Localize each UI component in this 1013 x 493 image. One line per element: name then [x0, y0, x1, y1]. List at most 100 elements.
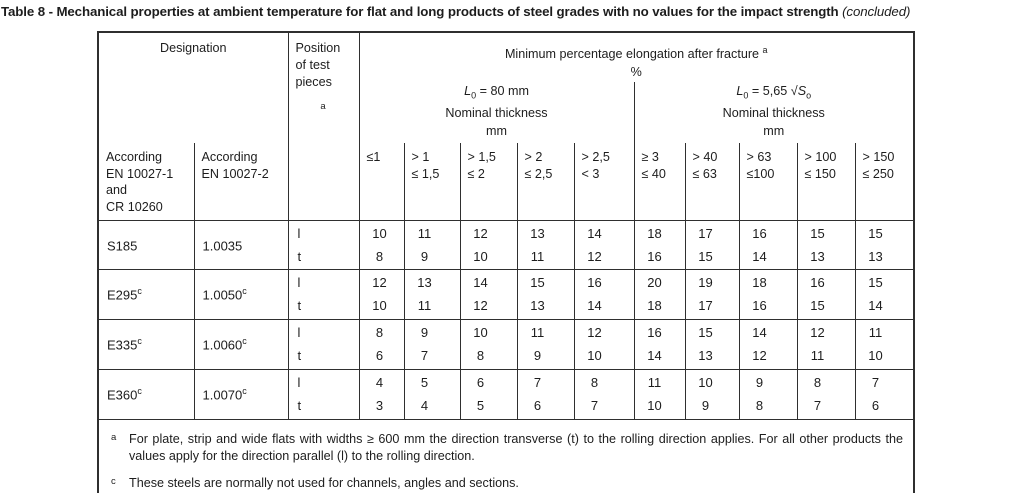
grade-cell: E360c	[97, 368, 195, 420]
elongation-footnote-marker: a	[762, 45, 768, 55]
value-cell: 16 14	[573, 268, 635, 320]
header-row-columns: According EN 10027-1 and CR 10260 Accord…	[97, 143, 915, 221]
grade-cell: S185	[97, 219, 195, 270]
value-cell: 16 15	[796, 268, 856, 320]
group-l0-80mm-header: L0 = 80 mm Nominal thickness mm	[359, 82, 635, 144]
steel-properties-table: Designation Position of test pieces a Mi…	[97, 31, 915, 493]
thickness-col-header: > 150 ≤ 250	[854, 143, 915, 221]
value-cell: 13 11	[403, 268, 461, 320]
thickness-col-header: ≥ 3 ≤ 40	[633, 143, 686, 221]
thickness-col-header: > 2,5 < 3	[573, 143, 635, 221]
group1-formula: L0 = 80 mm	[464, 84, 529, 101]
value-cell: 16 14	[633, 318, 686, 370]
table-title-text: Table 8 - Mechanical properties at ambie…	[1, 4, 839, 19]
according-en10027-2-header: According EN 10027-2	[193, 143, 289, 221]
value-cell: 17 15	[684, 219, 740, 270]
position-footnote-marker: a	[320, 101, 326, 112]
elongation-label: Minimum percentage elongation after frac…	[504, 45, 768, 62]
value-cell: 10 9	[684, 368, 740, 420]
footnote-c-text: These steels are normally not used for c…	[129, 475, 519, 490]
value-cell: 15 13	[854, 219, 915, 270]
footnotes-cell: a For plate, strip and wide flats with w…	[98, 418, 914, 493]
value-cell: 14 12	[573, 219, 635, 270]
steel-number-cell: 1.0060c	[193, 318, 289, 370]
position-header: Position of test pieces a	[287, 32, 360, 221]
value-cell: 11 9	[403, 219, 461, 270]
steel-number-cell: 1.0070c	[193, 368, 289, 420]
footnote-a: a For plate, strip and wide flats with w…	[108, 431, 903, 466]
value-cell: 12 10	[573, 318, 635, 370]
group2-line2: Nominal thickness	[722, 106, 825, 121]
value-cell: 14 12	[459, 268, 518, 320]
thickness-col-header: ≤1	[358, 143, 405, 221]
value-cell: 19 17	[684, 268, 740, 320]
group2-line3: mm	[763, 123, 785, 138]
value-cell: 15 13	[684, 318, 740, 370]
footnote-c: c These steels are normally not used for…	[108, 475, 903, 493]
group2-formula: L0 = 5,65 √So	[736, 84, 812, 101]
thickness-col-header: > 63 ≤100	[738, 143, 798, 221]
according-en10027-1-header: According EN 10027-1 and CR 10260	[97, 143, 195, 221]
value-cell: 18 16	[738, 268, 798, 320]
value-cell: 15 13	[796, 219, 856, 270]
value-cell: 15 13	[516, 268, 575, 320]
header-row-top: Designation Position of test pieces a Mi…	[98, 32, 914, 221]
value-cell: 11 10	[633, 368, 686, 420]
value-cell: 11 10	[854, 318, 915, 370]
value-cell: 13 11	[516, 219, 575, 270]
grade-cell: E335c	[97, 318, 195, 370]
value-cell: 20 18	[633, 268, 686, 320]
thickness-col-header: > 100 ≤ 150	[796, 143, 856, 221]
value-cell: 15 14	[854, 268, 915, 320]
elongation-header: Minimum percentage elongation after frac…	[359, 32, 914, 82]
percent-label: %	[630, 65, 642, 80]
value-cell: 10 8	[358, 219, 405, 270]
designation-header: Designation	[98, 32, 289, 144]
table-title-suffix: (concluded)	[842, 4, 911, 19]
thickness-col-header: > 1,5 ≤ 2	[459, 143, 518, 221]
designation-label: Designation	[159, 41, 227, 55]
value-cell: 12 10	[459, 219, 518, 270]
grade-cell: E295c	[97, 268, 195, 320]
value-cell: 12 10	[358, 268, 405, 320]
value-cell: 18 16	[633, 219, 686, 270]
header-row-groups: L0 = 80 mm Nominal thickness mm L0 = 5,6…	[98, 82, 914, 144]
thickness-col-header: > 2 ≤ 2,5	[516, 143, 575, 221]
table-title: Table 8 - Mechanical properties at ambie…	[1, 4, 910, 19]
value-cell: 10 8	[459, 318, 518, 370]
group-l0-565-header: L0 = 5,65 √So Nominal thickness mm	[634, 82, 914, 143]
position-label: Position of test pieces	[295, 41, 341, 89]
thickness-col-header: > 40 ≤ 63	[684, 143, 740, 221]
footnote-c-marker: c	[111, 475, 116, 487]
value-cell: 16 14	[738, 219, 798, 270]
value-cell: 12 11	[796, 318, 856, 370]
steel-number-cell: 1.0050c	[193, 268, 289, 320]
footnote-a-marker: a	[111, 431, 117, 443]
steel-number-cell: 1.0035	[193, 219, 289, 270]
value-cell: 14 12	[738, 318, 798, 370]
group1-line2: Nominal thickness	[445, 106, 548, 121]
value-cell: 11 9	[516, 318, 575, 370]
footnote-a-text: For plate, strip and wide flats with wid…	[129, 431, 903, 464]
footnotes-row: a For plate, strip and wide flats with w…	[98, 418, 914, 493]
thickness-col-header: > 1 ≤ 1,5	[403, 143, 461, 221]
